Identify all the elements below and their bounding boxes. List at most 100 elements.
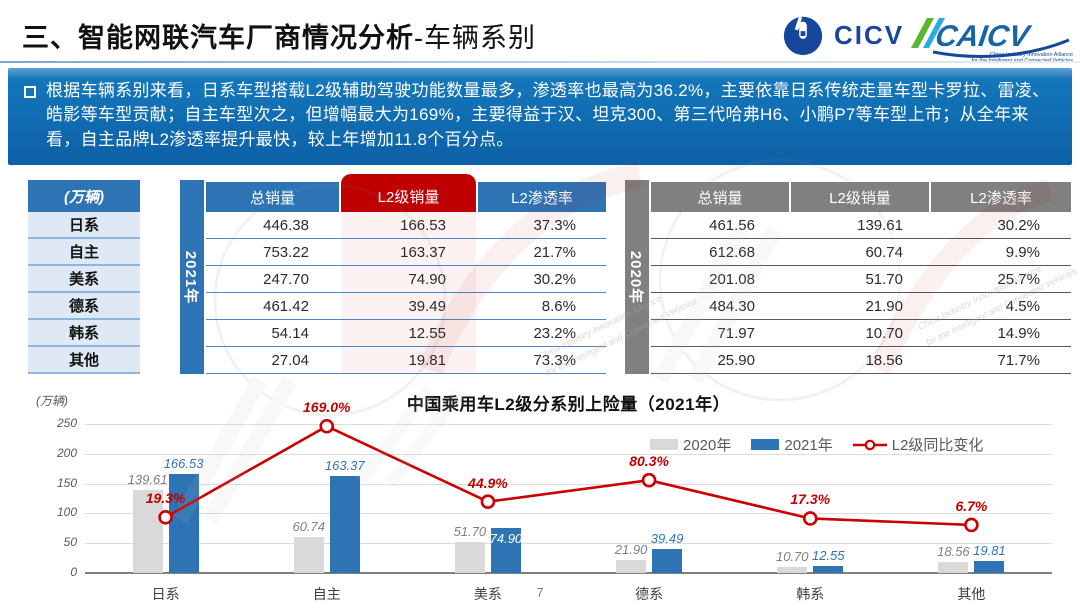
category-label: 其他: [957, 586, 986, 602]
line-marker-icon: [319, 418, 335, 434]
table-cell: 51.70: [865, 270, 903, 288]
col-header-l2-penetration-2021: L2渗透率: [478, 182, 606, 212]
legend-item-2020: 2020年: [650, 434, 731, 455]
line-marker-icon: [964, 517, 979, 533]
table-cell: 612.68: [709, 243, 755, 261]
line-marker-icon: [802, 511, 818, 526]
table-cell: 30.2%: [997, 216, 1040, 234]
bar-value-2020: 60.74: [292, 518, 326, 534]
y-axis-tick: 50: [63, 535, 77, 550]
series-label: 日系: [28, 212, 140, 239]
table-cell: 14.9%: [997, 324, 1040, 342]
y-axis-tick: 100: [56, 505, 77, 520]
yoy-percent-label: 19.3%: [145, 490, 186, 507]
bar-value-2021: 19.81: [973, 543, 1006, 559]
table-cell: 753.22: [263, 243, 309, 261]
table-row: 201.08 51.70 25.7%: [651, 266, 1071, 293]
chart-baseline: [85, 572, 1052, 574]
category-label: 美系: [473, 586, 502, 602]
table-row: 27.04 19.81 73.3%: [206, 347, 606, 374]
table-cell: 23.2%: [533, 324, 576, 342]
chart-gridline: [85, 424, 1052, 425]
table-cell: 71.7%: [997, 351, 1040, 369]
cicv-logo: CICV: [780, 12, 904, 58]
bar-2021: [168, 473, 199, 573]
table-cell: 10.70: [865, 324, 903, 342]
bar-value-2021: 74.90: [489, 531, 523, 547]
bar-value-2020: 21.90: [614, 541, 648, 557]
page-number: 7: [536, 585, 544, 600]
series-label-rows: 日系 自主 美系 德系 韩系 其他: [28, 212, 140, 374]
table-cell: 60.74: [865, 243, 903, 261]
bar-2021: [490, 528, 521, 573]
bar-2020: [293, 536, 324, 573]
series-label: 自主: [28, 239, 140, 266]
table-cell: 25.7%: [997, 270, 1040, 288]
category-label: 自主: [312, 586, 341, 602]
table-row: 54.14 12.55 23.2%: [206, 320, 606, 347]
table-row: 461.56 139.61 30.2%: [651, 212, 1071, 239]
yoy-percent-label: 17.3%: [790, 491, 831, 508]
table-row: 612.68 60.74 9.9%: [651, 239, 1071, 266]
table-cell: 18.56: [865, 351, 903, 369]
yoy-percent-label: 44.9%: [468, 474, 508, 491]
yoy-change-line: [158, 418, 979, 533]
table-cell: 247.70: [263, 270, 309, 288]
legend-line-marker-icon: [852, 439, 887, 450]
table-cell: 484.30: [709, 297, 755, 315]
yoy-percent-label: 80.3%: [629, 453, 669, 470]
table-row: 484.30 21.90 4.5%: [651, 293, 1071, 320]
yoy-percent-label: 6.7%: [955, 497, 988, 514]
page-title: 三、智能网联汽车厂商情况分析-车辆系别: [22, 16, 536, 55]
bar-value-2020: 139.61: [127, 471, 168, 487]
series-label-column: (万辆) 日系 自主 美系 德系 韩系 其他: [28, 180, 140, 374]
table-cell: 9.9%: [1005, 243, 1040, 261]
summary-text: 根据车辆系别来看，日系车型搭载L2级辅助驾驶功能数量最多，渗透率也最高为36.2…: [46, 81, 1050, 149]
bar-2020: [938, 561, 969, 573]
line-marker-icon: [158, 509, 173, 525]
col-header-total-sales-2021: 总销量: [206, 182, 339, 212]
bar-2020: [616, 559, 647, 573]
y-axis-tick: 200: [56, 445, 77, 460]
table-cell: 446.38: [263, 216, 309, 234]
year-2021-bar: 2021年: [180, 180, 204, 374]
table-cell: 74.90: [408, 270, 446, 288]
col-header-l2-sales-2020: L2级销量: [791, 182, 929, 212]
chart-gridline: [85, 453, 1052, 455]
bar-2021: [329, 475, 360, 573]
table-2020-body: 461.56 139.61 30.2% 612.68 60.74 9.9% 201.08 51…: [651, 212, 1071, 374]
chart-plot-area: 0 50 100 150 200 250 139.61 166.53 日系 60.74 163.37…: [57, 399, 1052, 602]
title-divider: [0, 61, 1080, 63]
y-axis-tick: 150: [56, 475, 77, 490]
table-cell: 73.3%: [533, 351, 576, 369]
table-row: 25.90 18.56 71.7%: [651, 347, 1071, 374]
table-cell: 21.90: [865, 297, 903, 315]
page-title-suffix: -车辆系别: [414, 23, 536, 53]
series-label: 美系: [28, 266, 140, 293]
table-cell: 19.81: [408, 351, 446, 369]
series-label: 德系: [28, 293, 140, 320]
bar-2021: [813, 565, 844, 573]
chart-gridline: [85, 543, 1052, 545]
table-cell: 4.5%: [1005, 297, 1040, 315]
table-cell: 37.3%: [533, 216, 576, 234]
cicv-logo-icon: [783, 16, 823, 56]
bar-2020: [132, 489, 163, 573]
category-label: 德系: [635, 586, 664, 602]
series-label: 韩系: [28, 320, 140, 347]
table-row: 71.97 10.70 14.9%: [651, 320, 1071, 347]
chart-unit-label: (万辆): [36, 394, 68, 408]
caicv-caption-line1: China Industry Innovation Alliance: [990, 52, 1073, 58]
chart-legend: 2020年 2021年 L2级同比变化: [650, 434, 983, 455]
table-cell: 30.2%: [533, 270, 576, 288]
col-header-total-sales-2020: 总销量: [651, 182, 789, 212]
cicv-logo-text: CICV: [834, 19, 905, 50]
year-2020-bar: 2020年: [625, 180, 649, 374]
caicv-logo-text: CAICV: [933, 20, 1034, 53]
bar-2021: [652, 549, 683, 573]
table-cell: 166.53: [400, 216, 446, 234]
unit-header: (万辆): [28, 180, 140, 212]
line-marker-icon: [641, 472, 657, 488]
bar-value-2021: 12.55: [811, 547, 845, 563]
